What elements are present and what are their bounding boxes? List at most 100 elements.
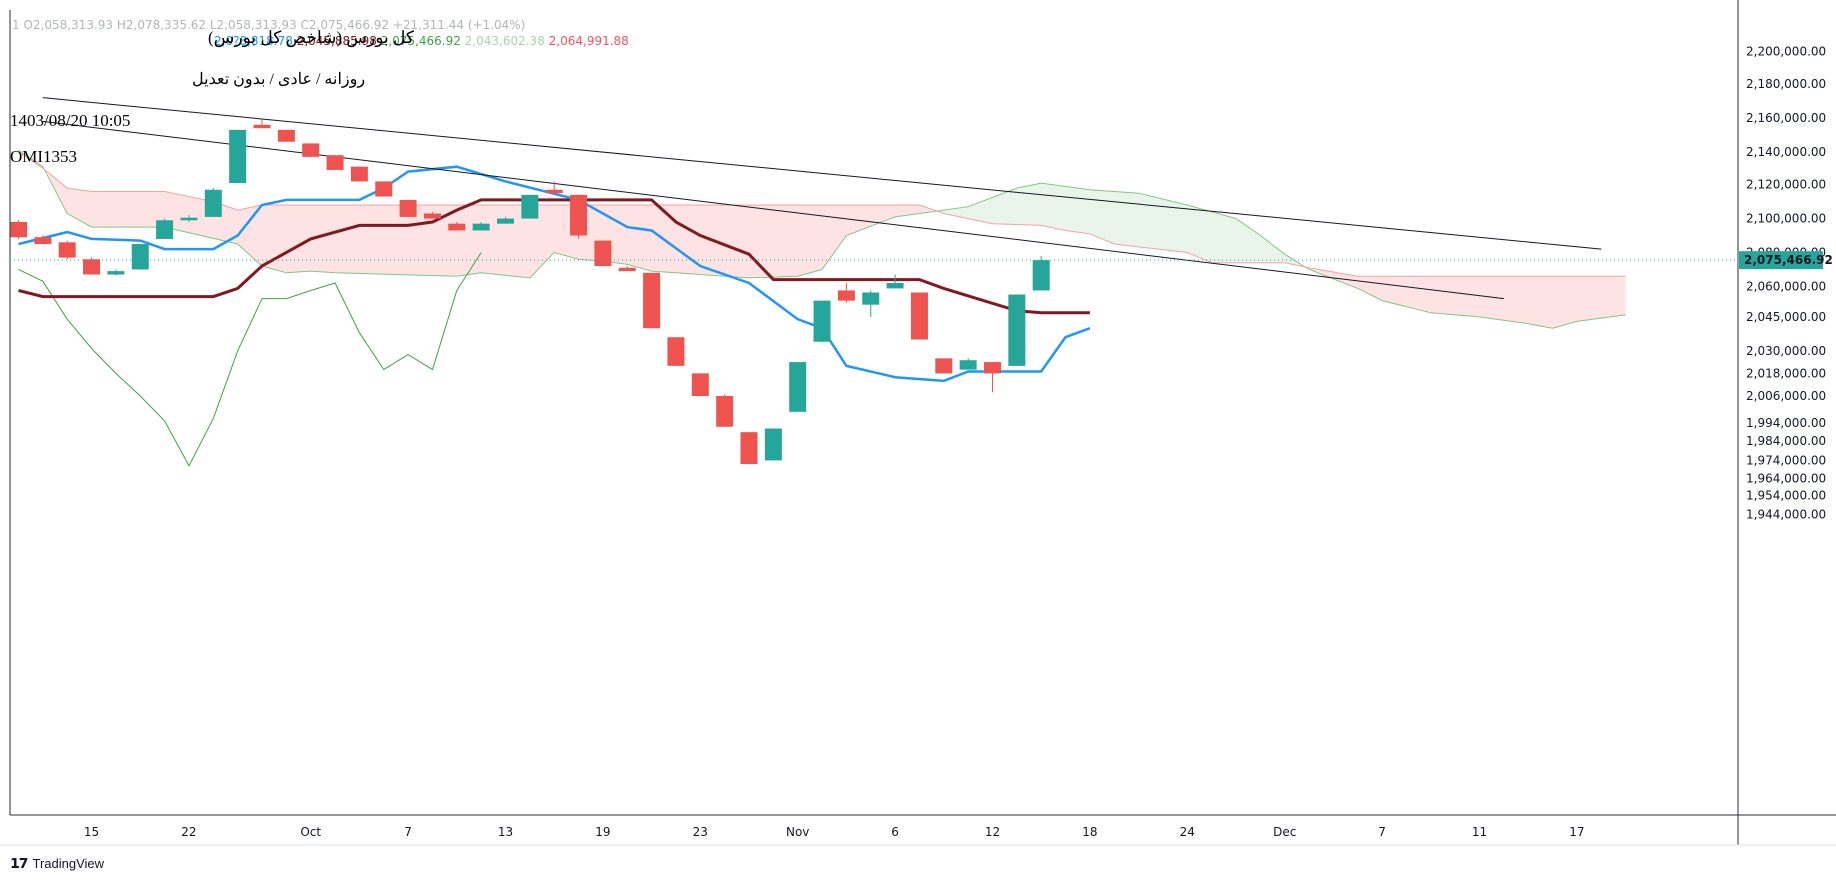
candle[interactable] bbox=[472, 221, 490, 231]
time-tick-label: 12 bbox=[985, 825, 1000, 839]
candle[interactable] bbox=[131, 244, 149, 270]
candle-body bbox=[204, 189, 222, 217]
ohlc-readout: 1 O2,058,313.93 H2,078,335.62 L2,058,313… bbox=[12, 18, 525, 32]
candle[interactable] bbox=[570, 194, 588, 239]
candle-body bbox=[58, 242, 76, 258]
candle[interactable] bbox=[10, 220, 27, 239]
candle-body bbox=[34, 237, 52, 245]
candle[interactable] bbox=[691, 373, 709, 396]
candle[interactable] bbox=[667, 337, 685, 366]
last-price-badge bbox=[1739, 251, 1823, 270]
price-tick-label: 2,100,000.00 bbox=[1746, 212, 1826, 226]
senkou-span-a-line bbox=[18, 149, 1626, 329]
candle-body bbox=[107, 271, 125, 275]
candle[interactable] bbox=[399, 199, 417, 217]
time-tick-label: 17 bbox=[1569, 825, 1584, 839]
trendline-1[interactable] bbox=[42, 120, 1504, 300]
time-tick-label: Nov bbox=[786, 825, 809, 839]
candle[interactable] bbox=[813, 300, 831, 342]
index-title: کل بورس (شاخص کل بورس) bbox=[208, 28, 415, 48]
price-tick-label: 1,994,000.00 bbox=[1746, 416, 1826, 430]
candle[interactable] bbox=[302, 143, 320, 157]
candle[interactable] bbox=[229, 129, 247, 184]
candle-body bbox=[691, 373, 709, 396]
candle[interactable] bbox=[375, 181, 393, 197]
trendline-0[interactable] bbox=[42, 97, 1602, 250]
candle[interactable] bbox=[789, 362, 807, 412]
price-tick-label: 2,160,000.00 bbox=[1746, 111, 1826, 125]
candle[interactable] bbox=[448, 221, 466, 231]
annotation-labels[interactable]: کل بورس (شاخص کل بورس) روزانه / عادی / ب… bbox=[10, 28, 415, 166]
candle[interactable] bbox=[156, 218, 174, 239]
candle[interactable] bbox=[935, 358, 953, 374]
candle[interactable] bbox=[58, 240, 76, 260]
candle[interactable] bbox=[204, 188, 222, 217]
candle-body bbox=[277, 129, 295, 142]
candle-body bbox=[837, 290, 855, 301]
candle[interactable] bbox=[959, 358, 977, 370]
candlesticks[interactable] bbox=[10, 119, 1050, 465]
candle[interactable] bbox=[423, 211, 441, 219]
trendlines[interactable] bbox=[42, 97, 1602, 300]
candle[interactable] bbox=[594, 240, 612, 267]
indicator-value-4: 2,064,991.88 bbox=[545, 34, 629, 48]
candle[interactable] bbox=[837, 283, 855, 303]
candle-body bbox=[253, 124, 271, 129]
tradingview-brand[interactable]: 𝟭𝟳 TradingView bbox=[10, 855, 104, 872]
candle[interactable] bbox=[643, 272, 661, 329]
candle[interactable] bbox=[910, 292, 928, 340]
candle-body bbox=[740, 432, 758, 465]
candle-body bbox=[984, 362, 1001, 374]
candle[interactable] bbox=[253, 119, 271, 129]
candle-body bbox=[862, 292, 880, 305]
price-tick-label: 2,200,000.00 bbox=[1746, 44, 1826, 58]
candle[interactable] bbox=[716, 394, 734, 427]
ichimoku-cloud bbox=[18, 149, 1626, 329]
candle[interactable] bbox=[107, 269, 125, 276]
time-tick-label: 7 bbox=[404, 825, 412, 839]
lagging-span-line bbox=[18, 252, 482, 467]
indicator-value-1: 2,045,885.98 bbox=[293, 34, 377, 48]
candle[interactable] bbox=[326, 155, 344, 170]
candle[interactable] bbox=[83, 257, 101, 275]
candle[interactable] bbox=[1008, 294, 1026, 366]
candle[interactable] bbox=[886, 274, 904, 289]
time-tick-label: 18 bbox=[1082, 825, 1097, 839]
candle-body bbox=[229, 129, 247, 184]
time-tick-label: Oct bbox=[300, 825, 321, 839]
candle-body bbox=[10, 221, 27, 238]
candle[interactable] bbox=[862, 290, 880, 317]
cloud-segment-1 bbox=[48, 173, 932, 278]
candle[interactable] bbox=[497, 216, 514, 224]
tradingview-logo-icon: 𝟭𝟳 bbox=[10, 855, 29, 871]
candle-body bbox=[643, 272, 661, 329]
timeframe-label: روزانه / عادی / بدون تعدیل bbox=[192, 71, 365, 88]
candle[interactable] bbox=[277, 129, 295, 142]
price-tick-label: 2,180,000.00 bbox=[1746, 77, 1826, 91]
candle[interactable] bbox=[984, 362, 1001, 393]
time-tick-label: 19 bbox=[595, 825, 610, 839]
candle[interactable] bbox=[34, 235, 52, 245]
candle[interactable] bbox=[180, 215, 198, 222]
indicator-values: 2,0?8,818.78 2,045,885.98 2,075,466.92 2… bbox=[214, 34, 629, 48]
candle[interactable] bbox=[545, 181, 563, 194]
candle-body bbox=[764, 428, 782, 461]
price-tick-label: 2,030,000.00 bbox=[1746, 344, 1826, 358]
senkou-span-b-line bbox=[18, 151, 1626, 277]
candle[interactable] bbox=[521, 194, 539, 219]
candle-body bbox=[545, 189, 563, 194]
candle-body bbox=[618, 267, 636, 272]
candle-body bbox=[375, 181, 393, 197]
candle-body bbox=[326, 155, 344, 170]
candle[interactable] bbox=[618, 266, 636, 272]
candle-body bbox=[156, 220, 174, 239]
time-tick-label: Dec bbox=[1273, 825, 1296, 839]
candle[interactable] bbox=[350, 166, 368, 182]
candle[interactable] bbox=[740, 432, 758, 465]
candle-body bbox=[1032, 260, 1050, 291]
candle[interactable] bbox=[1032, 255, 1050, 291]
candle-body bbox=[131, 244, 149, 270]
candle-body bbox=[83, 259, 101, 275]
candle[interactable] bbox=[764, 428, 782, 461]
